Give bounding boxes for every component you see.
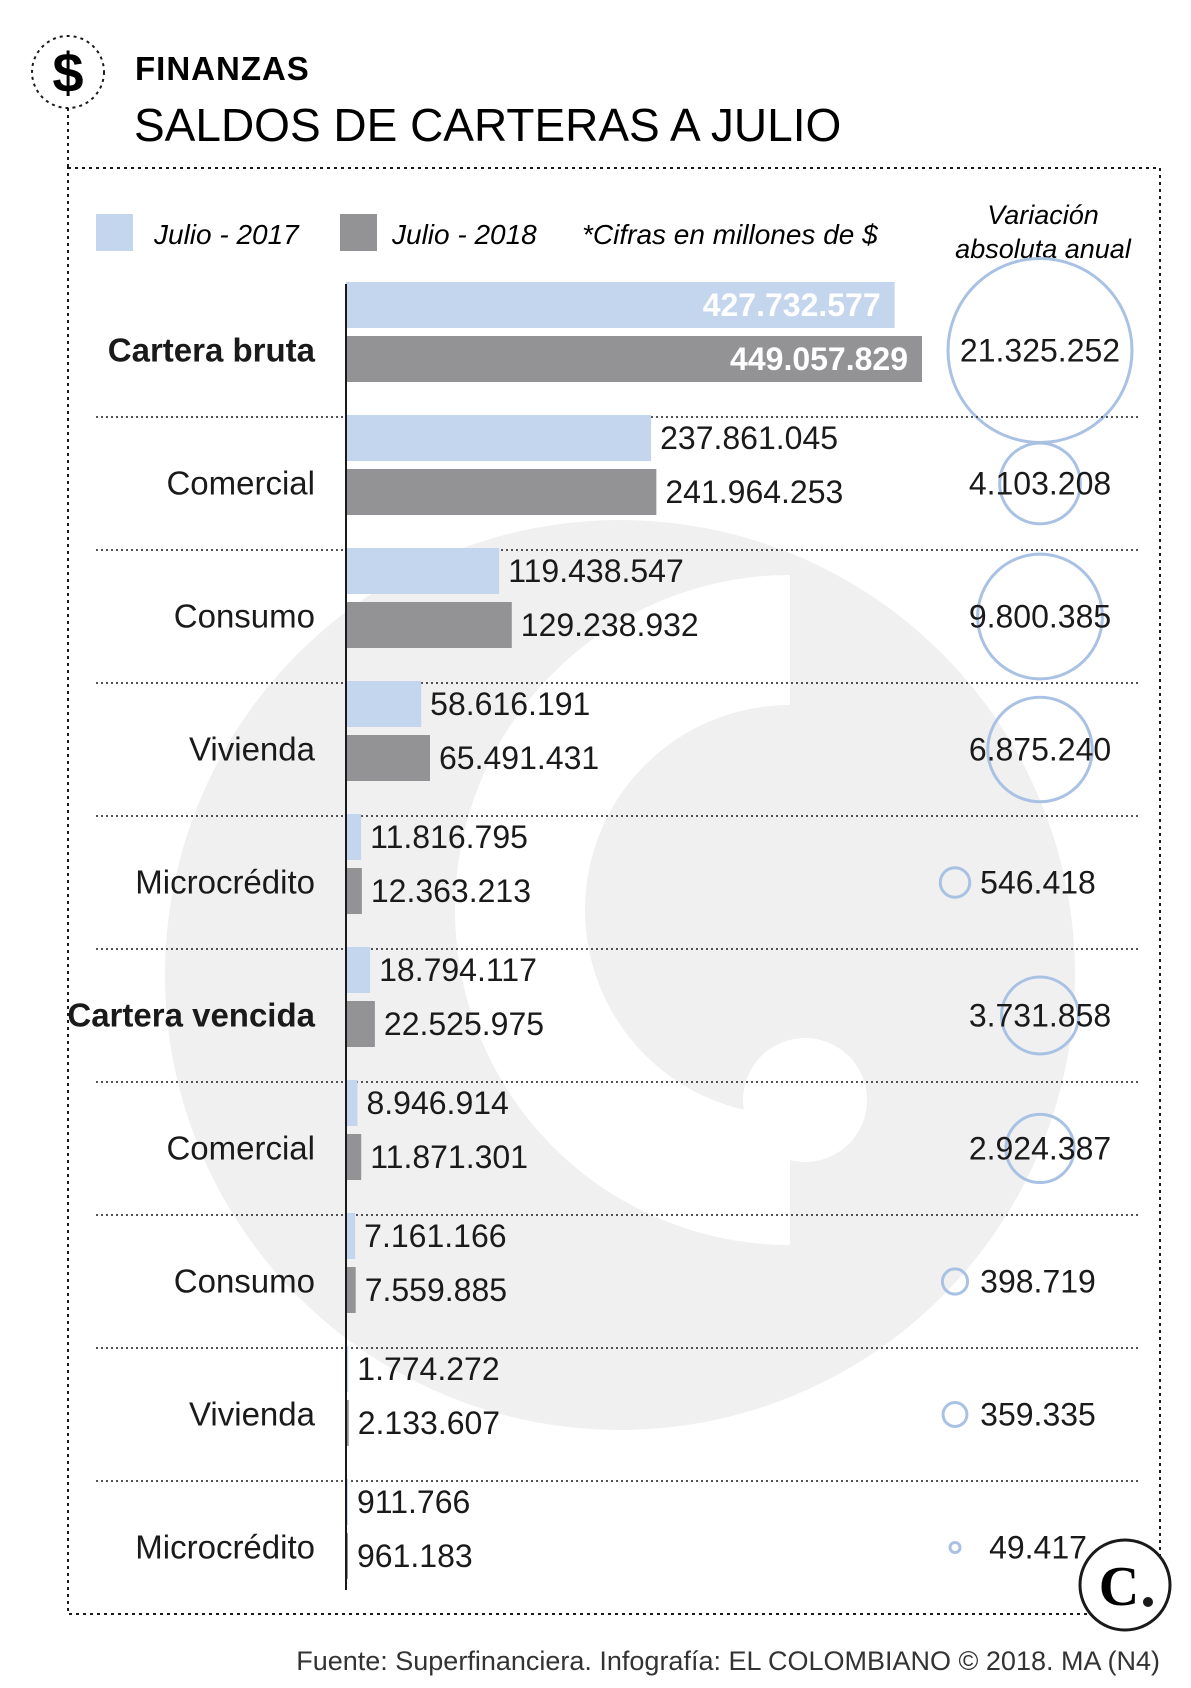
bar-2018 [346,1400,349,1446]
brand-logo-letter: C [1099,1556,1139,1618]
bar-2018 [346,735,431,781]
category-label: Consumo [174,1263,315,1300]
bar-2017 [346,814,362,860]
bar-2018 [346,1134,362,1180]
dollar-sign-icon: $ [52,41,83,104]
value-label-2017: 237.861.045 [660,420,838,456]
units-note: *Cifras en millones de $ [582,219,878,250]
bar-2017 [346,548,500,594]
variation-bubble [948,1541,962,1554]
value-label-2018: 449.057.829 [730,341,908,377]
variation-header-line1: Variación [987,200,1099,230]
variation-value: 2.924.387 [969,1131,1111,1167]
category-label-group: Cartera vencida [67,997,315,1034]
value-label-2017: 911.766 [357,1484,470,1520]
value-label-2017: 1.774.272 [357,1351,499,1387]
source-credit: Fuente: Superfinanciera. Infografía: EL … [296,1646,1160,1676]
bar-2018 [346,336,922,382]
bar-2018 [346,1001,375,1047]
variation-value: 6.875.240 [969,732,1111,768]
bar-2017 [346,681,422,727]
bar-2017 [346,1346,349,1392]
value-label-2017: 427.732.577 [703,287,881,323]
bar-2018 [346,868,362,914]
bar-2018 [346,1267,356,1313]
variation-bubble [986,695,1094,804]
legend-label-2017: Julio - 2017 [153,219,300,250]
value-label-2017: 58.616.191 [430,686,590,722]
bar-2018 [346,469,657,515]
value-label-2017: 7.161.166 [364,1218,506,1254]
variation-bubble [1004,1112,1076,1185]
legend-swatch-2018 [340,214,377,251]
value-label-2017: 8.946.914 [366,1085,508,1121]
value-label-2017: 11.816.795 [370,819,528,855]
legend-label-2018: Julio - 2018 [391,219,537,250]
variation-bubble [976,552,1104,681]
page-title: SALDOS DE CARTERAS A JULIO [134,99,841,151]
variation-bubble [938,866,972,899]
value-label-2017: 119.438.547 [508,553,684,589]
variation-value: 9.800.385 [969,599,1111,635]
frame [67,167,1161,1615]
variation-value: 3.731.858 [969,998,1111,1034]
variation-value: 21.325.252 [960,333,1120,369]
variation-bubble [940,1267,970,1296]
category-label-group: Cartera bruta [108,332,316,369]
bar-2018 [346,602,512,648]
variation-value: 49.417 [989,1530,1087,1566]
category-label: Comercial [166,1130,315,1167]
bar-2017 [346,1080,358,1126]
bar-2017 [346,415,652,461]
category-label: Comercial [166,465,315,502]
value-label-2018: 22.525.975 [384,1006,544,1042]
variation-value: 398.719 [980,1264,1096,1300]
value-label-2018: 129.238.932 [521,607,699,643]
legend-swatch-2017 [96,214,133,251]
brand-logo-icon [1078,1538,1172,1632]
value-label-2018: 65.491.431 [439,740,599,776]
variation-bubble [941,1401,969,1428]
value-label-2018: 11.871.301 [370,1139,528,1175]
variation-value: 359.335 [980,1397,1096,1433]
category-label: Vivienda [189,1396,316,1433]
bar-2017 [346,947,371,993]
value-label-2017: 18.794.117 [379,952,537,988]
variation-bubble [1000,975,1080,1056]
category-label: Consumo [174,598,315,635]
category-label: Microcrédito [135,1529,315,1566]
value-label-2018: 7.559.885 [365,1272,507,1308]
section-label: FINANZAS [135,50,310,87]
category-label: Microcrédito [135,864,315,901]
value-label-2018: 961.183 [357,1538,473,1574]
variation-value: 546.418 [980,865,1096,901]
bar-2017 [346,282,895,328]
value-label-2018: 12.363.213 [371,873,531,909]
category-label: Vivienda [189,731,316,768]
bar-2017 [346,1213,356,1259]
variation-bubble [998,441,1082,526]
value-label-2018: 241.964.253 [665,474,843,510]
value-label-2018: 2.133.607 [358,1405,500,1441]
chart-rows: Cartera bruta 427.732.577 449.057.829 21.32… [67,257,1141,1579]
variation-value: 4.103.208 [969,466,1111,502]
